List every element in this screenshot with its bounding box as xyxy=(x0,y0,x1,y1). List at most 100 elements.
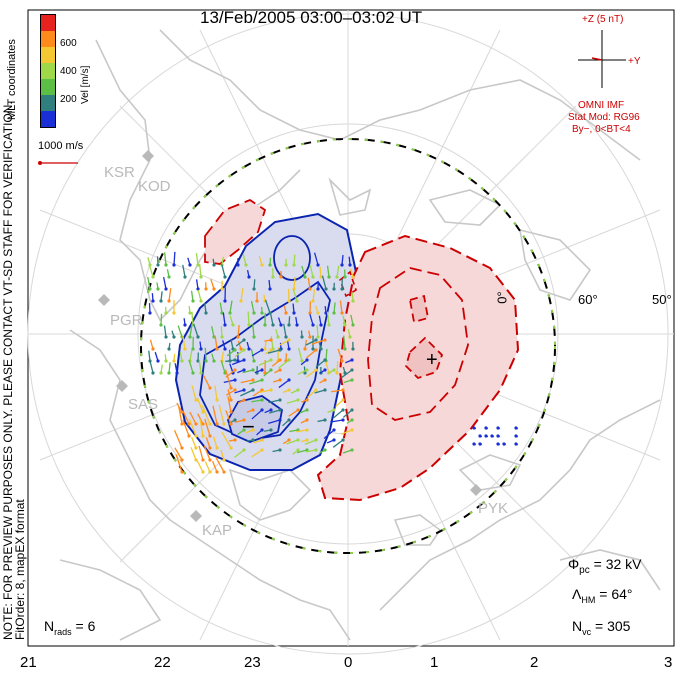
velocity-vector xyxy=(252,324,255,338)
phi-symbol: Φ xyxy=(568,556,580,572)
vector-origin xyxy=(348,335,352,339)
velocity-vector xyxy=(258,359,272,366)
vector-origin xyxy=(340,287,344,291)
vector-origin xyxy=(172,359,176,363)
vector-origin xyxy=(496,426,500,430)
velocity-vector xyxy=(240,379,254,384)
velocity-vector xyxy=(250,300,255,314)
vector-origin xyxy=(292,311,296,315)
vector-origin xyxy=(323,378,327,382)
velocity-vector xyxy=(267,349,281,354)
velocity-vector xyxy=(198,360,202,374)
velocity-vector xyxy=(212,436,218,449)
vector-origin xyxy=(305,398,309,402)
vector-origin xyxy=(208,458,212,462)
imf-source: OMNI IMF xyxy=(578,100,625,111)
vector-origin xyxy=(269,358,273,362)
vector-origin xyxy=(260,428,264,432)
vector-origin xyxy=(251,408,255,412)
vector-origin xyxy=(151,371,155,375)
velocity-vector xyxy=(148,350,151,362)
velocity-vector xyxy=(203,445,211,461)
nvc-subscript: vc xyxy=(582,626,592,637)
vector-origin xyxy=(260,438,264,442)
vector-origin xyxy=(233,418,237,422)
velocity-vector xyxy=(193,323,199,338)
vector-origin xyxy=(194,398,198,402)
velocity-vector xyxy=(235,339,245,347)
positive-contour-small-2 xyxy=(339,270,357,298)
velocity-vector xyxy=(178,406,183,425)
velocity-vector xyxy=(307,277,311,290)
vector-origin xyxy=(305,418,309,422)
vector-origin xyxy=(323,418,327,422)
velocity-vector xyxy=(251,449,263,458)
vector-origin xyxy=(252,335,256,339)
vector-origin xyxy=(305,448,309,452)
velocity-vector xyxy=(279,339,290,346)
velocity-vector xyxy=(316,324,319,338)
vector-origin xyxy=(199,275,203,279)
vector-origin xyxy=(223,323,227,327)
velocity-vector xyxy=(163,276,167,290)
vector-origin xyxy=(314,368,318,372)
velocity-vector xyxy=(226,349,236,357)
velocity-vector xyxy=(225,389,236,396)
vector-origin xyxy=(188,263,192,267)
velocity-vector xyxy=(333,302,336,314)
vector-origin xyxy=(263,323,267,327)
vector-origin xyxy=(343,275,347,279)
vector-origin xyxy=(332,438,336,442)
velocity-vector xyxy=(269,311,274,326)
vector-origin xyxy=(278,418,282,422)
velocity-vector xyxy=(332,439,344,448)
radar-sites xyxy=(98,150,482,522)
vector-origin xyxy=(223,347,227,351)
velocity-vector xyxy=(182,419,190,437)
velocity-vector xyxy=(173,251,176,266)
velocity-vector xyxy=(163,325,167,338)
velocity-vector xyxy=(331,389,344,393)
vector-origin xyxy=(311,275,315,279)
velocity-vector xyxy=(252,389,263,397)
vector-origin xyxy=(323,388,327,392)
velocity-vector xyxy=(247,311,250,326)
vector-origin xyxy=(233,378,237,382)
velocity-vector xyxy=(309,264,314,278)
vector-origin xyxy=(199,371,203,375)
vector-origin xyxy=(233,388,237,392)
velocity-vector xyxy=(293,254,296,266)
vector-origin xyxy=(335,275,339,279)
vector-origin xyxy=(484,426,488,430)
vector-origin xyxy=(229,422,233,426)
vector-origin xyxy=(316,311,320,315)
vector-origin xyxy=(159,371,163,375)
mlt-label-3: 3 xyxy=(664,654,673,671)
nvc-symbol: N xyxy=(572,618,583,634)
velocity-vector xyxy=(204,461,211,473)
preview-note: NOTE: FOR PREVIEW PURPOSES ONLY. PLEASE … xyxy=(1,101,27,640)
velocity-vector xyxy=(288,409,299,417)
vector-origin xyxy=(196,287,200,291)
colorbar-label: Vel [m/s] xyxy=(80,65,91,104)
vector-origin xyxy=(180,410,184,414)
vector-origin xyxy=(151,299,155,303)
vector-origin xyxy=(242,358,246,362)
vector-origin xyxy=(496,434,500,438)
velocity-vector xyxy=(199,419,204,437)
vector-origin xyxy=(167,299,171,303)
vector-origin xyxy=(350,408,354,412)
vector-origin xyxy=(303,347,307,351)
vector-origin xyxy=(340,359,344,363)
colorbar-tick-600: 600 xyxy=(60,38,77,49)
nrads-subscript: rads xyxy=(54,626,72,637)
imf-z-label: +Z (5 nT) xyxy=(582,14,624,25)
velocity-vector xyxy=(224,369,232,389)
velocity-vector xyxy=(333,409,344,419)
vector-origin xyxy=(233,438,237,442)
velocity-vector xyxy=(306,369,317,378)
velocity-vector xyxy=(234,389,245,394)
vector-origin xyxy=(191,371,195,375)
vector-origin xyxy=(335,371,339,375)
station-pyk: PYK xyxy=(478,500,509,517)
